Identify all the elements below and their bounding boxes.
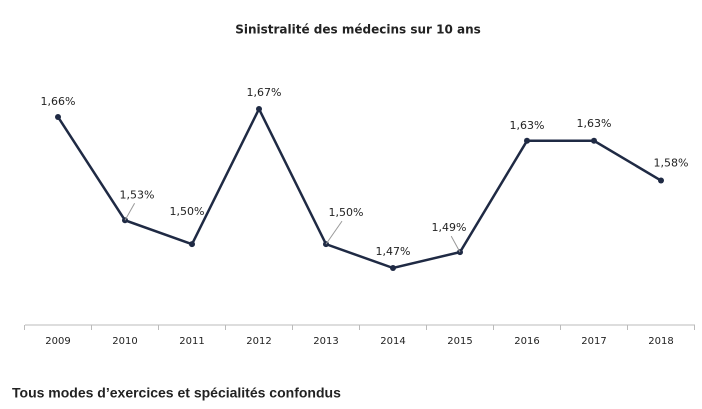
- data-label: 1,50%: [170, 205, 205, 218]
- point: [55, 113, 61, 120]
- leader-line: [325, 220, 343, 245]
- data-label: 1,58%: [654, 157, 689, 170]
- x-tick-label: 2012: [246, 336, 271, 347]
- point: [189, 241, 195, 248]
- point: [524, 137, 530, 144]
- data-label: 1,66%: [41, 95, 76, 108]
- x-tick-label: 2010: [112, 336, 137, 347]
- x-tick-label: 2015: [447, 336, 472, 347]
- data-label: 1,53%: [120, 188, 155, 201]
- x-tick-label: 2016: [514, 336, 539, 347]
- leader-line: [450, 235, 461, 253]
- x-tick-label: 2011: [179, 336, 204, 347]
- data-label: 1,67%: [247, 86, 282, 99]
- point: [390, 265, 396, 271]
- point: [591, 137, 597, 144]
- data-label: 1,49%: [432, 221, 467, 234]
- chart-title: Sinistralité des médecins sur 10 ans: [235, 23, 481, 37]
- x-tick-label: 2014: [380, 336, 405, 347]
- caption: Tous modes d’exercices et spécialités co…: [12, 385, 341, 401]
- x-tick-label: 2013: [313, 336, 338, 347]
- data-label: 1,50%: [329, 206, 364, 219]
- data-label: 1,47%: [376, 245, 411, 258]
- line: [56, 106, 662, 270]
- x-tick-label: 2018: [648, 336, 673, 347]
- data-label: 1,63%: [577, 117, 612, 130]
- point: [658, 177, 664, 184]
- point: [256, 106, 262, 112]
- x-tick-label: 2009: [45, 336, 70, 347]
- leader-line: [124, 203, 136, 221]
- x-tick-label: 2017: [581, 336, 606, 347]
- data-label: 1,63%: [510, 119, 545, 132]
